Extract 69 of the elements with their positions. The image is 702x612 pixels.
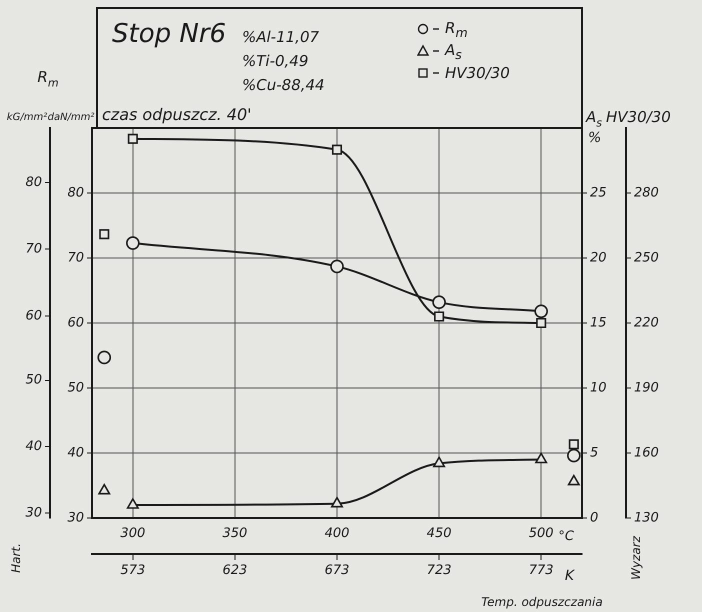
text: Hart. [9,543,23,573]
point [567,448,581,462]
text: %Ti-0,49 [242,52,308,70]
text: %Cu-88,44 [242,76,325,94]
point [434,311,444,322]
legend-label: A$_{s}$ [445,40,462,62]
text: kG/mm² [6,112,48,123]
y2-tick-label: 20 [590,250,607,266]
y-tick-label: 80 [67,185,84,200]
point [535,452,548,464]
text: 40 [25,439,42,454]
y2-tick-label: 5 [590,445,598,460]
point [331,496,343,508]
point [433,456,446,468]
point [536,318,546,328]
x2-tick-label: 723 [426,563,452,578]
x-tick-label: 450 [426,526,452,542]
point [332,144,342,155]
x-axis-title: °C [558,529,575,544]
x2-tick-label: 773 [528,563,554,578]
y2-tick-label: 25 [590,185,607,200]
y3-axis-title: HV30/30 [606,108,671,126]
x-tick-label: 500 [528,526,554,542]
text: czas odpuszcz. 40' [102,105,252,124]
y-tick-label: 40 [67,445,84,460]
y-tick-label: 50 [67,380,84,396]
legend-label: HV30/30 [445,64,510,82]
point [568,439,579,450]
y-tick-label: 70 [67,250,84,266]
text: 60 [25,308,42,324]
y2-tick-label: 0 [590,510,598,526]
x-tick-label: 350 [222,526,248,542]
point [97,350,112,364]
point [330,260,344,274]
point [126,498,139,509]
x-tick-label: 300 [120,526,146,542]
text: 30 [25,505,42,520]
y3-tick-label: 220 [634,315,659,330]
y3-tick-label: 130 [634,510,659,526]
text: % [588,130,602,146]
point [99,229,110,240]
text: Wyzarz [629,535,643,580]
y3-tick-label: 160 [634,445,659,460]
point [98,484,110,494]
chart-title: Stop Nr6 [112,19,226,49]
point [126,236,140,250]
x2-tick-label: 673 [324,563,350,578]
point [432,295,446,309]
y3-tick-label: 190 [634,380,659,396]
legend-label: R$_{m}$ [445,18,468,40]
y3-tick-label: 250 [634,250,659,266]
text: 80 [25,174,42,190]
point [128,134,138,144]
y2-tick-label: 15 [590,315,607,330]
text: 50 [25,372,42,388]
text: %Al-11,07 [242,28,320,46]
text: 70 [25,241,42,256]
point [568,474,580,486]
text: Temp. odpuszczania [481,595,603,609]
y2-tick-label: 10 [590,380,607,396]
x-tick-label: 400 [324,526,350,542]
y3-tick-label: 280 [634,185,659,200]
y-tick-label: 30 [67,510,84,526]
x2-axis-title: K [564,568,576,584]
y-tick-label: 60 [67,315,84,330]
x2-tick-label: 623 [222,563,248,578]
point [534,304,548,318]
y-axis-title: daN/mm² [48,112,94,123]
x2-tick-label: 573 [120,563,146,578]
